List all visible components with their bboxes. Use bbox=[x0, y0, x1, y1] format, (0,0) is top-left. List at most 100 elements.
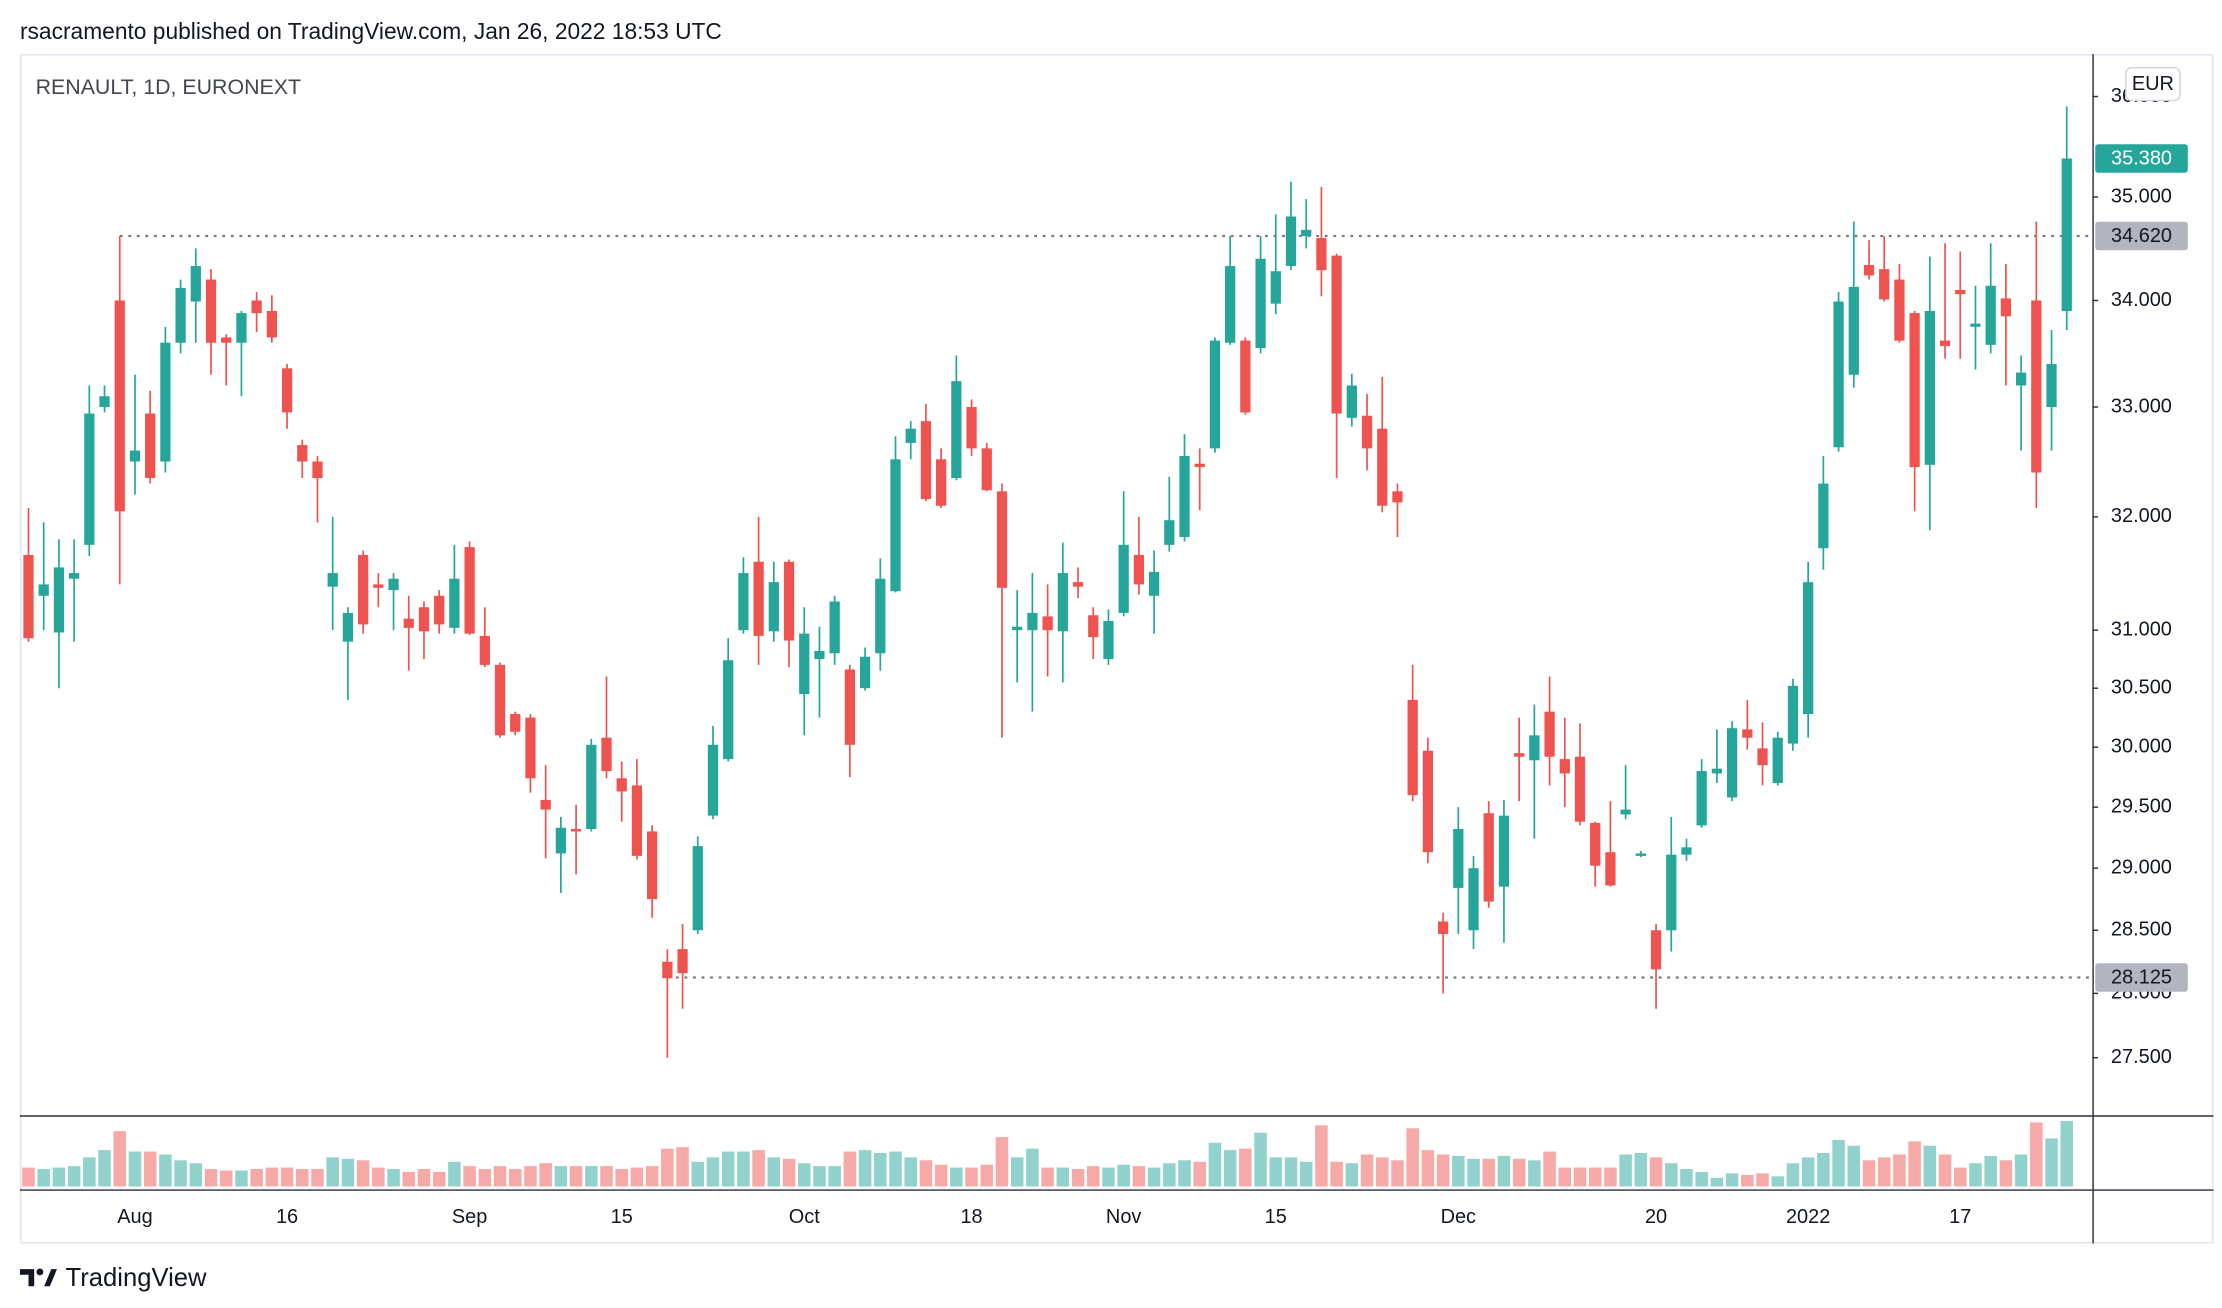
candle-body bbox=[1437, 921, 1449, 935]
volume-bar bbox=[1558, 1167, 1572, 1187]
volume-bar bbox=[630, 1167, 644, 1187]
volume-bar bbox=[1908, 1141, 1921, 1187]
candle-body bbox=[1787, 685, 1799, 744]
volume-bar bbox=[1086, 1166, 1100, 1187]
volume-bar bbox=[1893, 1154, 1906, 1187]
candle-body bbox=[494, 664, 506, 736]
volume-bar bbox=[1452, 1155, 1465, 1187]
volume-bar bbox=[1543, 1151, 1556, 1187]
volume-bar bbox=[676, 1147, 689, 1187]
volume-bar bbox=[585, 1166, 598, 1187]
volume-bar bbox=[1771, 1176, 1785, 1187]
candle-body bbox=[1422, 750, 1434, 853]
volume-bar bbox=[1026, 1148, 1039, 1187]
currency-box bbox=[2125, 66, 2181, 102]
candle-body bbox=[1498, 815, 1510, 887]
volume-bar bbox=[1345, 1163, 1359, 1187]
volume-bar bbox=[1315, 1125, 1328, 1187]
volume-bar bbox=[661, 1148, 674, 1187]
x-tick-label: Sep bbox=[452, 1206, 487, 1228]
candle-body bbox=[920, 421, 932, 500]
volume-bar bbox=[1573, 1167, 1587, 1187]
candle-body bbox=[936, 459, 947, 506]
y-tick-label: 34.000 bbox=[2111, 289, 2172, 311]
volume-bar bbox=[1163, 1163, 1176, 1187]
volume-bar bbox=[1741, 1174, 1754, 1187]
volume-bar bbox=[98, 1150, 111, 1187]
price-labels: 34.620 28.125 35.380 bbox=[2095, 144, 2188, 992]
volume-bar bbox=[478, 1169, 492, 1187]
candle-body bbox=[266, 311, 277, 338]
level-label-box bbox=[2095, 221, 2188, 251]
candle-body bbox=[2015, 372, 2027, 386]
volume-bar bbox=[2045, 1138, 2058, 1187]
volume-bar bbox=[1634, 1153, 1648, 1187]
candle-body bbox=[373, 584, 384, 588]
volume-bar bbox=[1239, 1148, 1252, 1187]
volume-bar bbox=[1923, 1145, 1937, 1187]
price-axis: 27.50028.00028.50029.00029.50030.00030.5… bbox=[2092, 85, 2172, 1068]
logo-mark bbox=[19, 1269, 35, 1287]
level-label: 34.620 bbox=[2111, 225, 2172, 247]
volume-bar bbox=[797, 1163, 811, 1187]
candle-body bbox=[1057, 573, 1068, 632]
last-price-label: 35.380 bbox=[2111, 147, 2172, 169]
candle-body bbox=[1346, 385, 1357, 418]
candles bbox=[23, 106, 2072, 1058]
candle-body bbox=[1164, 520, 1175, 545]
candle-body bbox=[799, 633, 810, 695]
candle-body bbox=[1985, 285, 1996, 345]
volume-bar bbox=[904, 1157, 917, 1187]
candle-body bbox=[1529, 735, 1540, 761]
candle-body bbox=[601, 737, 612, 772]
candle-body bbox=[631, 785, 643, 856]
y-tick-label: 30.500 bbox=[2111, 676, 2172, 698]
candle-body bbox=[1088, 615, 1099, 638]
volume-bar bbox=[569, 1166, 583, 1187]
candle-body bbox=[1514, 753, 1525, 757]
volume-bar bbox=[843, 1151, 857, 1187]
x-tick-label: 17 bbox=[1949, 1206, 1971, 1228]
candle-body bbox=[829, 601, 840, 654]
candle-body bbox=[1361, 415, 1373, 449]
volume-bar bbox=[1147, 1167, 1161, 1187]
candle-body bbox=[707, 744, 719, 816]
candle-body bbox=[768, 582, 779, 632]
footer-brand: TradingView bbox=[66, 1264, 208, 1292]
volume-bar bbox=[813, 1166, 826, 1187]
volume-pane bbox=[22, 1120, 2074, 1187]
x-tick-label: Dec bbox=[1441, 1206, 1476, 1228]
candle-body bbox=[1209, 340, 1221, 449]
logo-mark bbox=[44, 1269, 57, 1287]
volume-bar bbox=[1178, 1160, 1191, 1187]
volume-bar bbox=[858, 1150, 872, 1187]
x-tick-label: Aug bbox=[117, 1206, 152, 1228]
volume-bar bbox=[1862, 1160, 1876, 1187]
y-tick-label: 29.000 bbox=[2111, 856, 2172, 878]
volume-bar bbox=[2030, 1122, 2043, 1187]
volume-bar bbox=[1482, 1158, 1495, 1187]
volume-bar bbox=[1710, 1177, 1724, 1187]
candle-body bbox=[844, 669, 856, 745]
volume-bar bbox=[83, 1157, 96, 1187]
volume-bar bbox=[1528, 1160, 1541, 1187]
volume-bar bbox=[387, 1169, 400, 1187]
candle-body bbox=[1848, 286, 1859, 375]
y-tick-label: 30.000 bbox=[2111, 735, 2172, 757]
candle-body bbox=[677, 949, 688, 974]
volume-bar bbox=[1056, 1167, 1070, 1187]
volume-bar bbox=[828, 1166, 841, 1187]
volume-bar bbox=[1604, 1167, 1617, 1187]
candle-body bbox=[418, 607, 430, 632]
candle-body bbox=[1103, 620, 1114, 660]
candle-body bbox=[875, 578, 886, 654]
volume-bar bbox=[143, 1151, 157, 1187]
candle-body bbox=[1392, 491, 1403, 503]
y-tick-label: 27.500 bbox=[2111, 1046, 2172, 1068]
volume-bar bbox=[1969, 1163, 1982, 1187]
candle-body bbox=[1803, 582, 1814, 715]
volume-bar bbox=[250, 1169, 263, 1187]
candle-body bbox=[1924, 311, 1935, 465]
volume-bar bbox=[1588, 1167, 1602, 1187]
volume-bar bbox=[311, 1169, 324, 1187]
